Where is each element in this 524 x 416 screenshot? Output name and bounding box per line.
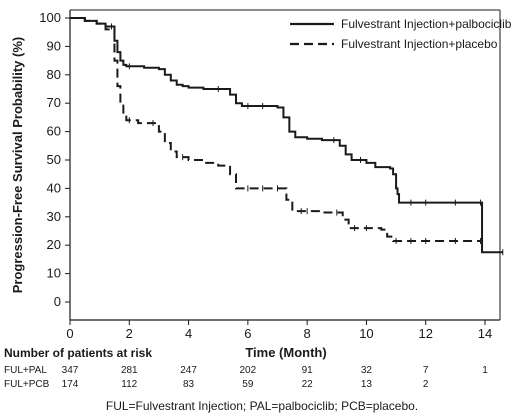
risk-count: 1 bbox=[482, 365, 488, 376]
x-tick-label: 8 bbox=[304, 326, 311, 341]
risk-counts: 347 281 247 202 91 32 7 1 174 112 83 59 22 13 2 bbox=[62, 365, 489, 390]
risk-count: 13 bbox=[361, 379, 373, 390]
y-tick-label: 20 bbox=[47, 237, 61, 252]
legend-label-palbociclib: Fulvestrant Injection+palbociclib bbox=[341, 17, 512, 31]
risk-count: 2 bbox=[423, 379, 429, 390]
risk-count: 112 bbox=[121, 379, 137, 390]
x-tick-label: 12 bbox=[418, 326, 432, 341]
risk-count: 247 bbox=[180, 365, 197, 376]
footnote: FUL=Fulvestrant Injection; PAL=palbocicl… bbox=[106, 399, 418, 413]
series-layer bbox=[70, 17, 504, 256]
risk-count: 91 bbox=[302, 365, 314, 376]
x-tick-label: 0 bbox=[66, 326, 73, 341]
y-tick-label: 50 bbox=[47, 152, 61, 167]
x-tick-label: 4 bbox=[185, 326, 192, 341]
legend-label-placebo: Fulvestrant Injection+placebo bbox=[341, 37, 498, 51]
risk-count: 174 bbox=[62, 379, 79, 390]
legend: Fulvestrant Injection+palbociclib Fulves… bbox=[290, 17, 512, 51]
risk-count: 202 bbox=[240, 365, 257, 376]
y-tick-label: 70 bbox=[47, 95, 61, 110]
x-axis-title: Time (Month) bbox=[245, 345, 326, 360]
risk-count: 22 bbox=[302, 379, 314, 390]
y-tick-label: 40 bbox=[47, 180, 61, 195]
risk-row-label-pcb: FUL+PCB bbox=[4, 379, 50, 390]
x-tick-label: 2 bbox=[126, 326, 133, 341]
y-tick-label: 0 bbox=[54, 294, 61, 309]
risk-table: Number of patients at risk FUL+PAL FUL+P… bbox=[4, 346, 488, 390]
x-ticks: 0 2 4 6 8 10 12 14 bbox=[66, 320, 492, 341]
risk-table-title: Number of patients at risk bbox=[4, 346, 152, 360]
plot-axes bbox=[69, 9, 501, 321]
risk-count: 347 bbox=[62, 365, 79, 376]
y-tick-label: 10 bbox=[47, 266, 61, 281]
risk-count: 83 bbox=[183, 379, 195, 390]
y-ticks: 0 10 20 30 40 50 60 70 80 90 100 bbox=[39, 10, 70, 309]
x-tick-label: 6 bbox=[244, 326, 251, 341]
y-tick-label: 90 bbox=[47, 38, 61, 53]
y-axis-title: Progression-Free Survival Probability (%… bbox=[10, 37, 25, 293]
x-tick-label: 14 bbox=[478, 326, 492, 341]
risk-count: 59 bbox=[242, 379, 254, 390]
risk-row-label-pal: FUL+PAL bbox=[4, 365, 47, 376]
risk-count: 281 bbox=[121, 365, 138, 376]
y-tick-label: 30 bbox=[47, 209, 61, 224]
y-tick-label: 80 bbox=[47, 67, 61, 82]
y-tick-label: 100 bbox=[39, 10, 61, 25]
series-line-palbociclib bbox=[70, 17, 503, 254]
y-tick-label: 60 bbox=[47, 124, 61, 139]
risk-count: 7 bbox=[423, 365, 429, 376]
series-line-placebo bbox=[70, 17, 481, 242]
x-tick-label: 10 bbox=[359, 326, 373, 341]
risk-count: 32 bbox=[361, 365, 373, 376]
